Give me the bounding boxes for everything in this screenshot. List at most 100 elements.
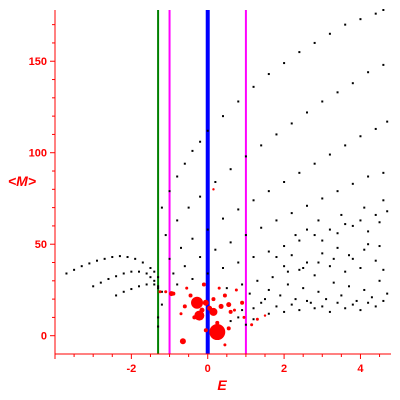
y-tick-label: 50 <box>35 239 47 251</box>
black-point <box>252 256 255 259</box>
black-point <box>306 299 308 302</box>
black-point <box>115 294 118 297</box>
black-point <box>275 133 278 136</box>
black-point <box>191 237 194 240</box>
black-point <box>252 307 255 310</box>
black-point <box>241 309 244 312</box>
black-point <box>134 257 137 260</box>
black-point <box>336 301 339 304</box>
axes <box>54 10 391 355</box>
black-point <box>107 277 110 280</box>
black-point <box>386 210 389 213</box>
black-point <box>122 290 125 293</box>
black-point <box>359 18 362 21</box>
black-point <box>99 281 102 284</box>
black-point <box>317 219 320 222</box>
black-point <box>103 257 106 260</box>
black-point <box>267 312 270 315</box>
black-point <box>378 279 381 282</box>
black-point <box>229 320 232 323</box>
black-point <box>306 111 308 114</box>
black-point <box>118 255 121 258</box>
black-point <box>191 149 194 152</box>
black-point <box>283 245 286 248</box>
black-point <box>336 246 339 249</box>
black-point <box>298 268 301 271</box>
black-point <box>367 71 370 74</box>
black-point <box>145 272 148 275</box>
black-point <box>359 135 362 138</box>
red-point <box>158 290 162 294</box>
black-point <box>206 272 209 275</box>
black-point <box>328 310 331 313</box>
x-tick-label: 0 <box>205 363 211 375</box>
black-point <box>160 290 163 293</box>
black-point <box>248 292 251 295</box>
red-point <box>250 323 254 327</box>
red-point <box>232 308 236 312</box>
red-point <box>240 300 245 305</box>
black-point <box>313 307 316 310</box>
black-point <box>153 270 156 273</box>
black-point <box>252 199 255 202</box>
black-point <box>290 122 293 125</box>
black-point <box>378 221 381 224</box>
black-point <box>355 299 358 302</box>
red-point <box>191 296 204 309</box>
red-point <box>226 326 231 331</box>
red-point <box>212 188 215 191</box>
black-point <box>382 299 385 302</box>
black-point <box>141 261 144 264</box>
black-point <box>321 239 324 242</box>
black-point <box>313 162 316 165</box>
black-point <box>80 265 83 268</box>
black-point <box>306 228 308 231</box>
red-point <box>203 328 208 333</box>
red-point <box>217 286 221 290</box>
black-point <box>363 288 366 291</box>
black-point <box>382 171 385 174</box>
black-point <box>359 267 362 269</box>
y-tick-label: 0 <box>41 331 47 343</box>
black-point <box>229 168 232 171</box>
black-point <box>176 219 179 222</box>
red-point <box>168 291 174 297</box>
black-point <box>168 257 171 260</box>
black-point <box>336 190 339 193</box>
y-tick-label: 100 <box>29 148 47 160</box>
black-point <box>328 265 331 268</box>
black-point <box>229 241 232 244</box>
black-point <box>321 305 324 308</box>
black-series <box>65 9 389 328</box>
black-point <box>298 51 301 54</box>
red-point <box>185 286 189 290</box>
black-point <box>306 261 308 264</box>
reference-lines <box>157 10 247 354</box>
black-point <box>348 254 350 257</box>
black-point <box>382 63 385 66</box>
black-point <box>290 254 293 257</box>
black-point <box>241 283 244 286</box>
red-point <box>202 299 209 306</box>
black-point <box>92 285 95 288</box>
black-point <box>183 265 186 268</box>
black-point <box>180 246 182 249</box>
black-point <box>160 206 163 209</box>
black-point <box>302 267 305 269</box>
black-point <box>367 243 370 246</box>
black-point <box>111 256 114 259</box>
red-point <box>179 338 186 345</box>
black-point <box>260 301 263 304</box>
black-point <box>164 234 167 237</box>
black-point <box>344 223 347 226</box>
black-point <box>244 155 247 158</box>
black-point <box>344 23 347 26</box>
x-axis-label: E <box>217 377 227 393</box>
black-point <box>267 190 270 193</box>
black-point <box>298 309 301 312</box>
red-point <box>263 314 267 317</box>
black-point <box>317 261 320 264</box>
black-point <box>298 239 301 242</box>
black-point <box>138 285 140 288</box>
black-point <box>351 82 354 85</box>
